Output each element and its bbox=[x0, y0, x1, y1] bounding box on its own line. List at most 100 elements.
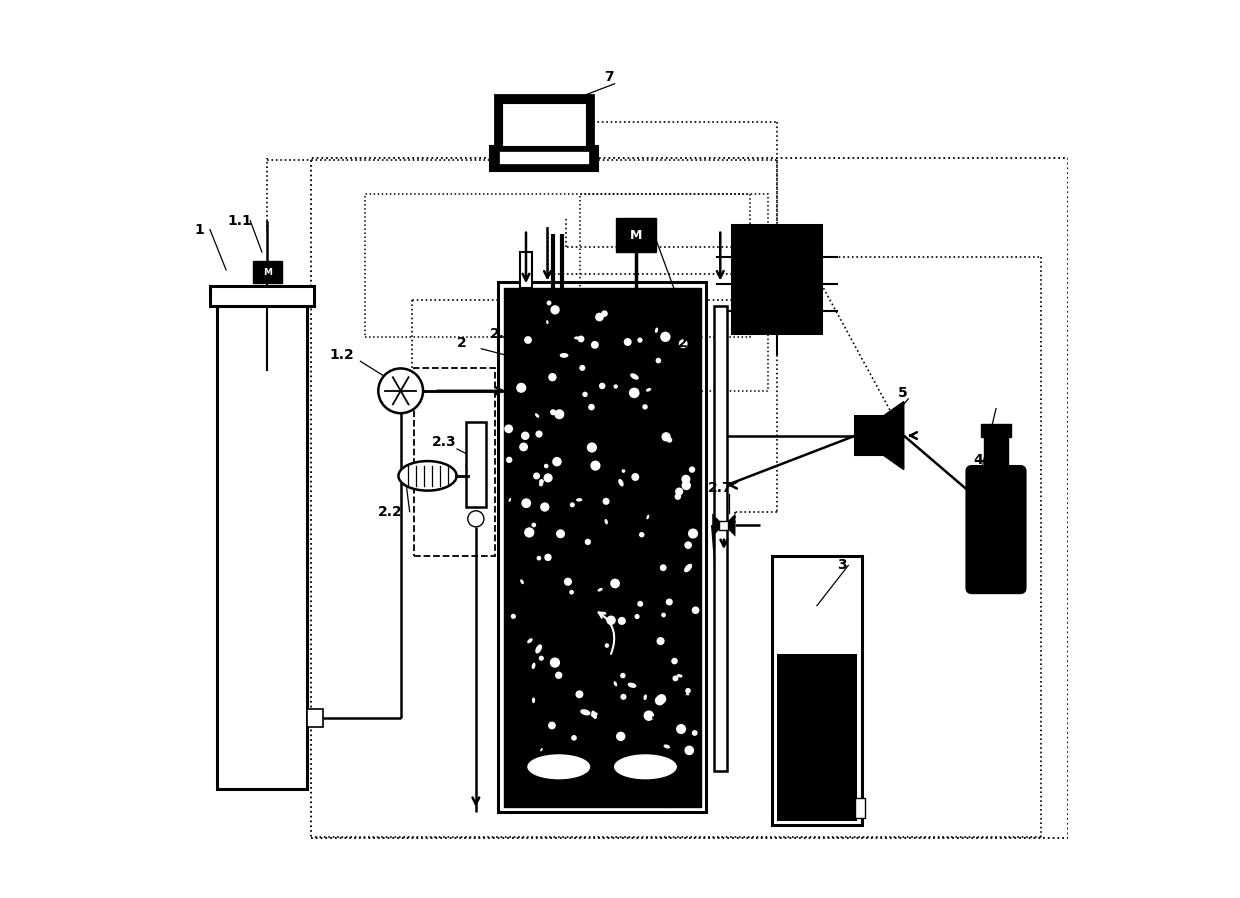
Circle shape bbox=[660, 564, 667, 571]
Ellipse shape bbox=[577, 498, 583, 502]
Ellipse shape bbox=[627, 682, 636, 688]
Text: 2.3: 2.3 bbox=[432, 435, 456, 449]
Circle shape bbox=[660, 331, 671, 342]
Circle shape bbox=[538, 656, 544, 661]
Ellipse shape bbox=[644, 694, 647, 700]
Circle shape bbox=[511, 613, 516, 619]
Bar bbox=[498, 283, 706, 813]
Circle shape bbox=[661, 612, 666, 617]
Circle shape bbox=[678, 339, 688, 348]
Circle shape bbox=[601, 311, 608, 317]
Bar bbox=[985, 437, 1008, 471]
Bar bbox=[222, 353, 301, 412]
Ellipse shape bbox=[532, 698, 536, 703]
Bar bbox=[495, 95, 593, 154]
Circle shape bbox=[595, 313, 604, 321]
Circle shape bbox=[549, 657, 560, 668]
Ellipse shape bbox=[527, 638, 533, 643]
Circle shape bbox=[642, 404, 647, 409]
Bar bbox=[856, 416, 895, 455]
Circle shape bbox=[587, 443, 596, 453]
Bar bbox=[306, 709, 322, 726]
Bar bbox=[615, 218, 656, 252]
Ellipse shape bbox=[655, 328, 658, 333]
Circle shape bbox=[520, 443, 528, 452]
Bar bbox=[981, 424, 1011, 437]
Circle shape bbox=[655, 696, 665, 706]
Bar bbox=[500, 151, 589, 164]
Ellipse shape bbox=[546, 320, 548, 324]
Circle shape bbox=[548, 373, 557, 382]
Circle shape bbox=[688, 528, 698, 539]
Ellipse shape bbox=[605, 519, 608, 524]
Circle shape bbox=[620, 673, 625, 678]
Circle shape bbox=[552, 457, 562, 466]
Circle shape bbox=[569, 590, 574, 594]
Circle shape bbox=[544, 463, 548, 469]
Circle shape bbox=[590, 461, 600, 471]
Ellipse shape bbox=[598, 588, 603, 592]
Circle shape bbox=[547, 301, 552, 305]
Bar bbox=[490, 146, 598, 172]
Ellipse shape bbox=[541, 748, 543, 752]
Text: 4: 4 bbox=[973, 453, 983, 467]
Bar bbox=[520, 252, 532, 288]
Bar bbox=[222, 412, 301, 771]
FancyBboxPatch shape bbox=[966, 466, 1025, 594]
Circle shape bbox=[635, 614, 640, 619]
Circle shape bbox=[692, 606, 699, 614]
Circle shape bbox=[575, 691, 583, 699]
Bar bbox=[773, 557, 862, 825]
Ellipse shape bbox=[532, 663, 536, 669]
Text: M: M bbox=[263, 268, 272, 277]
Circle shape bbox=[516, 383, 526, 392]
Ellipse shape bbox=[686, 693, 689, 695]
Text: 2.6: 2.6 bbox=[503, 315, 528, 329]
Ellipse shape bbox=[527, 754, 590, 779]
Circle shape bbox=[572, 735, 577, 741]
Circle shape bbox=[614, 384, 618, 389]
Circle shape bbox=[629, 388, 640, 398]
Bar bbox=[217, 297, 306, 789]
Bar bbox=[503, 288, 701, 807]
Circle shape bbox=[525, 527, 534, 538]
Polygon shape bbox=[856, 401, 904, 470]
Polygon shape bbox=[724, 514, 735, 537]
Text: 2: 2 bbox=[458, 337, 466, 350]
Bar bbox=[854, 798, 866, 818]
Circle shape bbox=[675, 493, 681, 500]
Ellipse shape bbox=[398, 461, 456, 490]
Circle shape bbox=[671, 658, 678, 665]
Ellipse shape bbox=[619, 479, 624, 487]
Circle shape bbox=[525, 336, 532, 344]
Bar bbox=[719, 521, 728, 530]
Ellipse shape bbox=[265, 744, 298, 763]
Circle shape bbox=[578, 336, 584, 342]
Circle shape bbox=[533, 472, 541, 480]
Ellipse shape bbox=[580, 709, 590, 716]
Text: 7: 7 bbox=[604, 70, 614, 84]
Circle shape bbox=[537, 556, 541, 560]
Circle shape bbox=[536, 430, 543, 437]
Circle shape bbox=[556, 529, 565, 538]
Circle shape bbox=[689, 466, 696, 473]
Circle shape bbox=[603, 497, 610, 505]
Ellipse shape bbox=[559, 353, 568, 357]
Circle shape bbox=[532, 523, 536, 527]
Circle shape bbox=[620, 694, 626, 700]
Bar bbox=[253, 261, 281, 284]
Circle shape bbox=[692, 730, 698, 735]
Text: 1.1: 1.1 bbox=[228, 214, 253, 228]
Circle shape bbox=[605, 643, 609, 647]
Ellipse shape bbox=[520, 579, 523, 585]
Circle shape bbox=[583, 392, 588, 397]
Ellipse shape bbox=[536, 644, 542, 654]
Bar bbox=[732, 225, 821, 332]
Circle shape bbox=[378, 368, 423, 413]
Bar bbox=[776, 654, 857, 821]
Bar bbox=[580, 194, 768, 391]
Circle shape bbox=[506, 457, 512, 463]
Ellipse shape bbox=[646, 388, 651, 392]
Circle shape bbox=[684, 745, 694, 755]
Circle shape bbox=[686, 688, 691, 693]
